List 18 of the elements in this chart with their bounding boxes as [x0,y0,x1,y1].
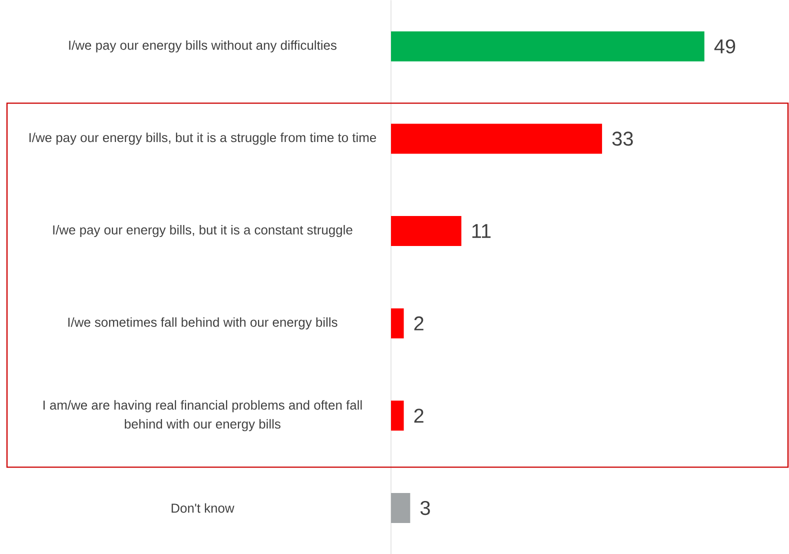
data-label: 33 [612,131,633,146]
data-label: 11 [472,224,491,238]
bar [390,216,462,246]
y-tick-label: Don't know [172,503,234,513]
bar [390,400,404,430]
data-label: 3 [420,500,430,515]
data-label: 2 [414,316,424,330]
data-label: 2 [414,408,424,422]
bar [390,124,602,154]
bar [390,31,704,62]
y-tick-label: I/we pay our energy bills, but it is a constant struggle [53,224,352,237]
bar [390,492,410,523]
y-tick-label: I/we pay our energy bills without any difficulties [69,40,336,52]
data-label: 49 [714,39,736,54]
y-tick-label: I am/we are having real financial problems and often fall behind with our energy bills [44,400,362,431]
y-tick-label: I/we sometimes fall behind with our energy bills [68,317,338,330]
y-tick-label: I/we pay our energy bills, but it is a struggle from time to time [29,132,376,145]
bar [390,308,404,338]
